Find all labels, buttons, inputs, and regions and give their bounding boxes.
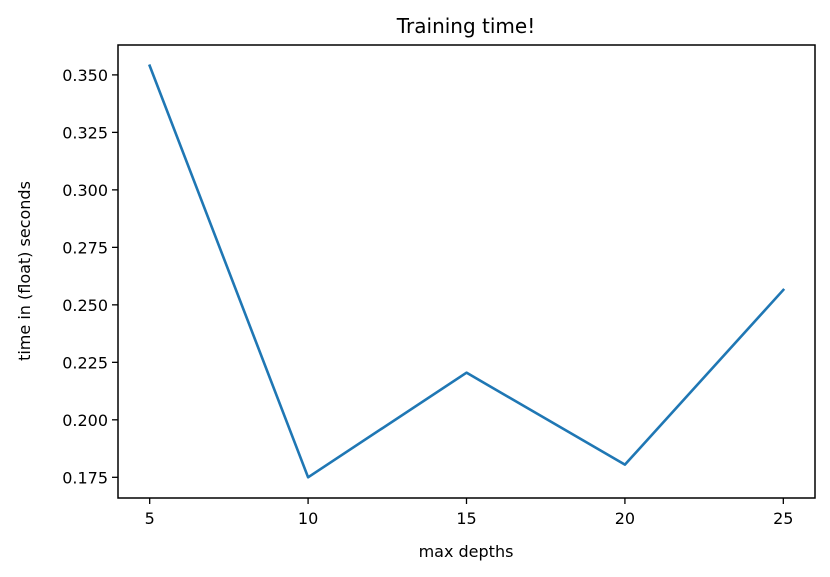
y-axis-label: time in (float) seconds — [15, 181, 34, 361]
x-tick-label: 25 — [773, 509, 793, 528]
y-tick-label: 0.200 — [62, 411, 108, 430]
series-layer — [147, 64, 786, 479]
x-axis: 5 10 15 20 25 — [145, 498, 793, 528]
x-tick-label: 20 — [615, 509, 635, 528]
x-tick-label: 5 — [145, 509, 155, 528]
y-tick-label: 0.300 — [62, 181, 108, 200]
x-tick-label: 10 — [298, 509, 318, 528]
y-tick-label: 0.275 — [62, 238, 108, 257]
series-line-1 — [147, 64, 786, 479]
y-axis: 0.175 0.200 0.225 0.250 0.275 0.300 0.325 0.350 — [62, 66, 118, 487]
y-tick-label: 0.350 — [62, 66, 108, 85]
chart-title: Training time! — [396, 14, 535, 38]
plot-area — [117, 44, 816, 499]
x-tick-label: 15 — [456, 509, 476, 528]
y-tick-label: 0.175 — [62, 468, 108, 487]
y-tick-label: 0.225 — [62, 353, 108, 372]
y-tick-label: 0.250 — [62, 296, 108, 315]
plot-frame — [117, 44, 816, 499]
x-axis-label: max depths — [419, 542, 514, 561]
y-tick-label: 0.325 — [62, 123, 108, 142]
